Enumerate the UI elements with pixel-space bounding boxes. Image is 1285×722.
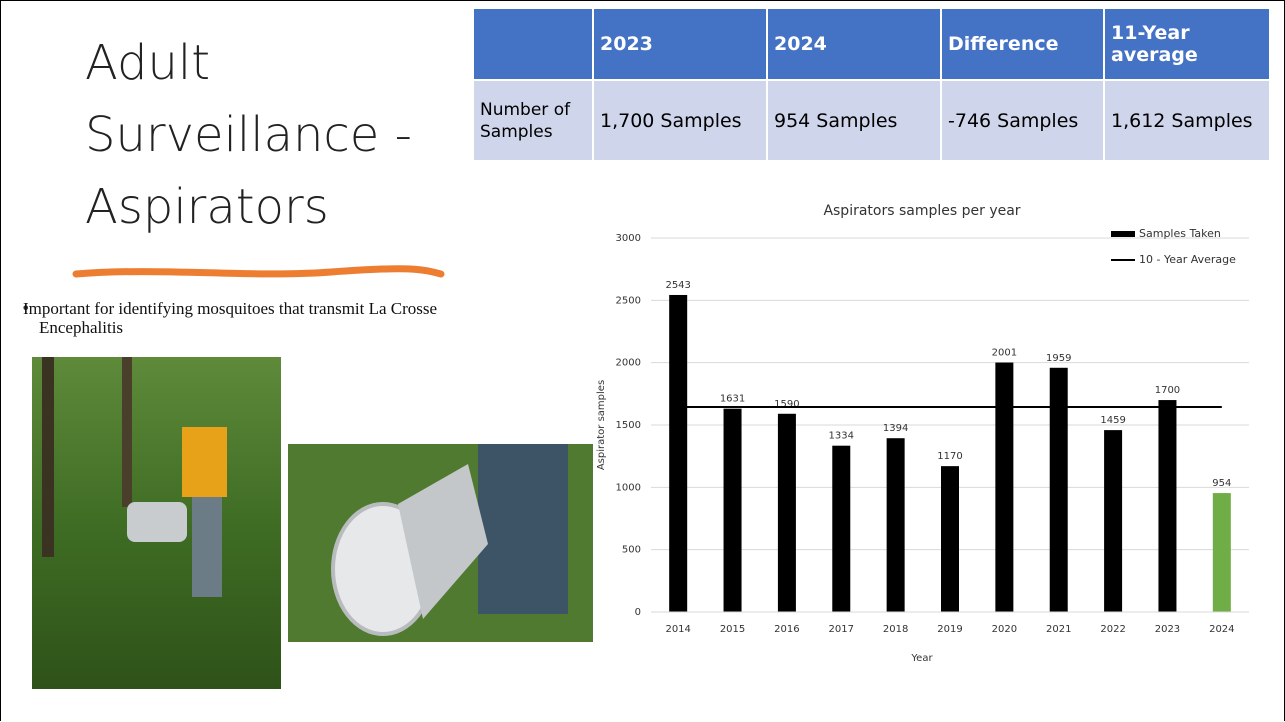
data-label: 1959 <box>1046 353 1071 364</box>
x-tick-label: 2019 <box>937 624 962 635</box>
bar <box>832 446 850 612</box>
y-axis-label: Aspirator samples <box>596 380 607 470</box>
x-tick-label: 2024 <box>1209 624 1234 635</box>
y-tick-label: 2000 <box>616 358 641 369</box>
bar <box>1213 493 1231 612</box>
data-label: 1459 <box>1100 415 1125 426</box>
data-label: 1590 <box>774 399 799 410</box>
x-tick-label: 2014 <box>665 624 690 635</box>
bar <box>1050 368 1068 612</box>
x-tick-label: 2018 <box>883 624 908 635</box>
data-label: 1700 <box>1155 385 1180 396</box>
photo-1 <box>32 357 281 689</box>
data-label: 2001 <box>992 348 1017 359</box>
slide: Adult Surveillance - Aspirators • Import… <box>0 0 1285 721</box>
y-tick-label: 3000 <box>616 233 641 244</box>
cell: 1,700 Samples <box>593 80 767 160</box>
photo-2 <box>288 444 593 642</box>
chart-title: Aspirators samples per year <box>823 203 1020 219</box>
x-tick-label: 2021 <box>1046 624 1071 635</box>
bar <box>887 438 905 612</box>
data-label: 2543 <box>665 280 690 291</box>
bar <box>724 409 742 612</box>
header-cell: Difference <box>941 9 1104 80</box>
x-tick-label: 2016 <box>774 624 799 635</box>
x-tick-label: 2022 <box>1100 624 1125 635</box>
header-cell: 2023 <box>593 9 767 80</box>
x-tick-label: 2017 <box>829 624 854 635</box>
data-label: 1631 <box>720 394 745 405</box>
cell: Number of Samples <box>474 80 593 160</box>
y-tick-label: 2500 <box>616 295 641 306</box>
data-label: 954 <box>1212 478 1231 489</box>
y-tick-label: 0 <box>635 607 641 618</box>
underline <box>76 269 441 274</box>
y-tick-label: 1000 <box>616 482 641 493</box>
x-tick-label: 2015 <box>720 624 745 635</box>
cell: 954 Samples <box>767 80 941 160</box>
chart: Aspirators samples per year Year Aspirat… <box>581 191 1271 671</box>
x-axis-label: Year <box>910 653 933 664</box>
bar <box>778 414 796 612</box>
x-tick-label: 2023 <box>1155 624 1180 635</box>
data-label: 1334 <box>829 431 854 442</box>
header-cell <box>474 9 593 80</box>
cell: -746 Samples <box>941 80 1104 160</box>
cell: 1,612 Samples <box>1104 80 1269 160</box>
y-tick-label: 1500 <box>616 420 641 431</box>
header-cell: 11-Year average <box>1104 9 1269 80</box>
bullet-text: Important for identifying mosquitoes tha… <box>23 299 437 337</box>
header-cell: 2024 <box>767 9 941 80</box>
legend-label: 10 - Year Average <box>1139 253 1236 266</box>
legend-swatch <box>1111 231 1135 237</box>
table: 2023 2024 Difference 11-Year average Num… <box>474 9 1269 160</box>
x-tick-label: 2020 <box>992 624 1017 635</box>
data-label: 1394 <box>883 423 908 434</box>
table-row: Number of Samples 1,700 Samples 954 Samp… <box>474 80 1269 160</box>
bar <box>1158 400 1176 612</box>
table-header: 2023 2024 Difference 11-Year average <box>474 9 1269 80</box>
bar <box>669 295 687 612</box>
bar <box>1104 430 1122 612</box>
y-tick-label: 500 <box>622 545 641 556</box>
legend-label: Samples Taken <box>1139 227 1221 240</box>
data-label: 1170 <box>937 451 962 462</box>
bullet: Important for identifying mosquitoes tha… <box>21 299 489 337</box>
bar <box>995 363 1013 612</box>
bar <box>941 466 959 612</box>
